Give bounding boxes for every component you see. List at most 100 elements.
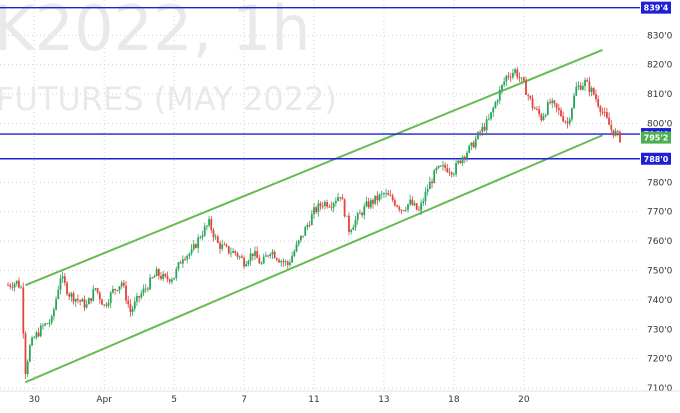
candle-body: [420, 203, 422, 211]
candle-body: [28, 345, 31, 362]
candle-body: [262, 256, 265, 264]
candle-body: [61, 276, 64, 279]
candle-body: [184, 259, 186, 261]
candle-body: [50, 316, 53, 323]
candle-body: [348, 215, 350, 232]
candle-body: [437, 165, 440, 168]
candle-body: [588, 81, 591, 92]
candle-body: [216, 236, 219, 243]
candle-body: [603, 111, 606, 113]
candle-body: [494, 102, 497, 109]
candle-body: [254, 251, 256, 256]
candle-body: [442, 165, 444, 167]
candle-body: [398, 206, 401, 210]
candle-body: [293, 251, 296, 257]
candle-body: [59, 278, 62, 290]
candle-body: [380, 193, 383, 195]
candle-body: [271, 251, 274, 255]
candle-body: [125, 285, 127, 301]
candle-body: [431, 181, 433, 184]
candle-body: [190, 249, 193, 254]
candle-body: [260, 263, 263, 265]
candle-body: [577, 85, 580, 87]
candle-body: [20, 287, 23, 289]
candle-body: [555, 103, 558, 108]
candle-body: [483, 126, 486, 131]
candle-body: [306, 224, 309, 228]
candle-body: [378, 194, 381, 201]
channel-line-upper[interactable]: [25, 49, 603, 287]
candle-body: [273, 251, 276, 259]
candle-body: [214, 236, 217, 238]
candle-body: [579, 85, 582, 90]
candle-body: [470, 142, 473, 146]
candle-body: [514, 69, 516, 73]
candle-body: [496, 100, 499, 103]
candle-body: [256, 251, 259, 259]
candle-body: [538, 109, 541, 115]
candle-body: [396, 205, 398, 207]
level-price-label: 788'0: [644, 155, 669, 164]
candle-body: [463, 156, 466, 159]
candle-body: [319, 203, 322, 206]
candle-body: [450, 172, 453, 175]
candle-body: [197, 237, 200, 248]
candle-body: [133, 301, 136, 309]
candle-body: [459, 160, 462, 164]
y-tick-label: 760'0: [647, 237, 673, 247]
candle-body: [210, 219, 213, 231]
candle-body: [57, 289, 60, 299]
candle-body: [90, 298, 92, 301]
candle-body: [566, 121, 569, 124]
candle-body: [568, 119, 571, 124]
candle-body: [477, 132, 479, 139]
channel-line-lower[interactable]: [25, 134, 603, 384]
candle-body: [507, 75, 510, 77]
candle-body: [206, 225, 208, 227]
candle-body: [330, 206, 333, 208]
candle-body: [77, 298, 79, 301]
candle-body: [557, 107, 560, 111]
candle-body: [171, 279, 173, 282]
candle-body: [592, 88, 595, 95]
candle-body: [610, 124, 613, 130]
candle-body: [203, 226, 206, 236]
candle-body: [315, 207, 318, 213]
level-price-tag: [641, 152, 671, 165]
candle-body: [116, 290, 119, 291]
x-tick-label: 18: [448, 395, 460, 405]
candle-body: [461, 156, 464, 164]
candle-body: [37, 332, 40, 337]
candle-body: [581, 86, 584, 90]
candle-body: [46, 323, 49, 325]
last-price-label: 795'2: [644, 134, 669, 143]
candle-body: [516, 69, 519, 78]
candle-body: [452, 174, 455, 175]
candle-body: [42, 325, 44, 327]
candle-body: [24, 333, 27, 374]
candle-body: [221, 244, 224, 249]
candle-body: [35, 332, 38, 338]
candle-body: [173, 277, 176, 280]
candle-body: [605, 112, 608, 118]
candle-body: [457, 160, 460, 164]
candle-body: [13, 283, 16, 288]
candle-body: [289, 262, 291, 265]
candle-body: [527, 94, 530, 96]
candle-body: [487, 118, 490, 120]
candle-body: [369, 200, 372, 208]
y-tick-label: 810'0: [647, 90, 673, 100]
candle-body: [540, 114, 543, 121]
candle-body: [356, 213, 359, 220]
candle-body: [492, 108, 495, 113]
candle-body: [280, 260, 283, 263]
candle-body: [74, 298, 77, 302]
candle-body: [186, 255, 189, 260]
candle-body: [586, 80, 589, 82]
candle-body: [400, 209, 403, 211]
candle-body: [564, 121, 567, 123]
candle-body: [542, 116, 545, 121]
candle-body: [472, 142, 475, 148]
